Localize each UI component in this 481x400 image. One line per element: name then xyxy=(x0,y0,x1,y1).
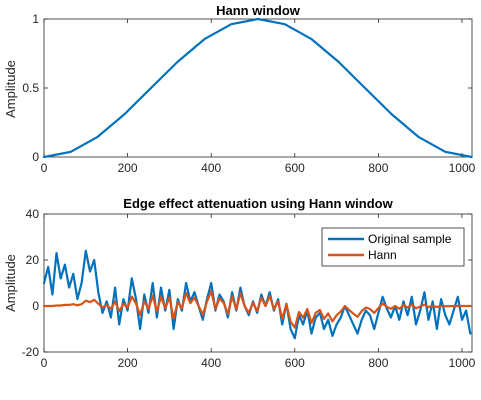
legend-entry-hann: Hann xyxy=(368,248,397,262)
y-tick-label: 0 xyxy=(32,150,39,164)
chart-title: Edge effect attenuation using Hann windo… xyxy=(123,196,393,211)
legend-box xyxy=(321,227,465,267)
series-group xyxy=(42,17,473,159)
x-axis: 0 200 400 600 800 1000 xyxy=(41,19,476,175)
chart-title: Hann window xyxy=(216,3,301,18)
x-tick-label: 400 xyxy=(201,161,221,175)
x-tick-label: 0 xyxy=(41,356,48,370)
x-tick-label: 1000 xyxy=(449,356,476,370)
y-tick-label: 40 xyxy=(26,207,40,221)
edge-effect-chart: Edge effect attenuation using Hann windo… xyxy=(3,196,476,370)
x-tick-label: 200 xyxy=(118,356,138,370)
y-tick-label: 0 xyxy=(32,299,39,313)
legend-entry-original: Original sample xyxy=(368,232,452,246)
legend: Original sample Hann xyxy=(321,227,465,267)
series-line-0 xyxy=(42,249,472,340)
hann-window-chart: Hann window Amplitude 0 200 400 600 800 1000 … xyxy=(3,3,476,175)
x-tick-label: 1000 xyxy=(449,161,476,175)
y-axis-label: Amplitude xyxy=(3,60,18,118)
series-group xyxy=(42,249,472,340)
x-tick-label: 200 xyxy=(118,161,138,175)
x-tick-label: 800 xyxy=(368,161,388,175)
x-tick-label: 0 xyxy=(41,161,48,175)
y-tick-label: 0.5 xyxy=(22,81,39,95)
x-axis: 0 200 400 600 800 1000 xyxy=(41,214,476,370)
y-axis-label: Amplitude xyxy=(3,254,18,312)
series-line-1 xyxy=(42,290,472,329)
x-tick-label: 800 xyxy=(368,356,388,370)
y-tick-label: 1 xyxy=(32,12,39,26)
plot-area xyxy=(43,18,473,158)
x-tick-label: 400 xyxy=(201,356,221,370)
y-tick-label: 20 xyxy=(26,253,40,267)
x-tick-label: 600 xyxy=(285,161,305,175)
series-line-0 xyxy=(42,17,473,159)
x-tick-label: 600 xyxy=(285,356,305,370)
y-tick-label: -20 xyxy=(22,345,40,359)
